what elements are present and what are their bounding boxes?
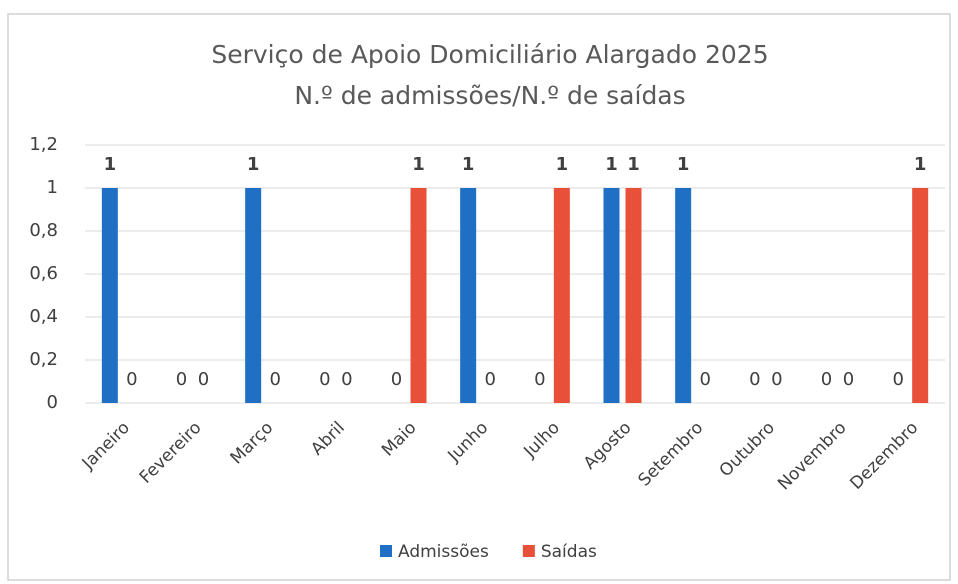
y-tick-label: 0,6 xyxy=(29,263,58,284)
bar xyxy=(912,188,929,403)
value-label: 0 xyxy=(843,369,854,390)
y-tick-label: 0,2 xyxy=(29,349,58,370)
value-label: 0 xyxy=(771,369,782,390)
value-label: 1 xyxy=(412,154,425,175)
value-label: 0 xyxy=(319,369,330,390)
value-label: 0 xyxy=(391,369,402,390)
y-tick-label: 0 xyxy=(47,392,58,413)
value-label: 0 xyxy=(749,369,760,390)
bar xyxy=(603,188,620,403)
value-label: 0 xyxy=(821,369,832,390)
legend-swatch xyxy=(380,545,392,557)
value-label: 1 xyxy=(104,154,117,175)
value-label: 0 xyxy=(126,369,137,390)
bar xyxy=(553,188,570,403)
y-tick-label: 0,8 xyxy=(29,220,58,241)
value-label: 0 xyxy=(198,369,209,390)
value-label: 1 xyxy=(914,154,927,175)
value-label: 1 xyxy=(627,154,640,175)
value-label: 0 xyxy=(176,369,187,390)
bar xyxy=(675,188,692,403)
bar xyxy=(625,188,642,403)
value-label: 0 xyxy=(269,369,280,390)
value-label: 0 xyxy=(341,369,352,390)
value-label: 1 xyxy=(556,154,569,175)
y-tick-label: 0,4 xyxy=(29,306,58,327)
bar xyxy=(460,188,477,403)
value-label: 0 xyxy=(892,369,903,390)
y-tick-label: 1,2 xyxy=(29,134,58,155)
bar xyxy=(245,188,262,403)
chart-title: Serviço de Apoio Domiciliário Alargado 2… xyxy=(211,40,768,69)
value-label: 0 xyxy=(484,369,495,390)
legend-label: Saídas xyxy=(541,542,597,562)
chart-subtitle: N.º de admissões/N.º de saídas xyxy=(294,81,685,110)
legend-swatch xyxy=(522,545,535,557)
value-label: 1 xyxy=(605,154,618,175)
value-label: 1 xyxy=(247,154,260,175)
y-tick-label: 1 xyxy=(47,177,58,198)
value-label: 0 xyxy=(699,369,710,390)
value-label: 0 xyxy=(534,369,545,390)
legend-label: Admissões xyxy=(398,542,489,562)
chart-border xyxy=(7,13,951,581)
bar xyxy=(410,188,427,403)
value-label: 1 xyxy=(462,154,475,175)
value-label: 1 xyxy=(677,154,690,175)
bar xyxy=(101,188,118,403)
